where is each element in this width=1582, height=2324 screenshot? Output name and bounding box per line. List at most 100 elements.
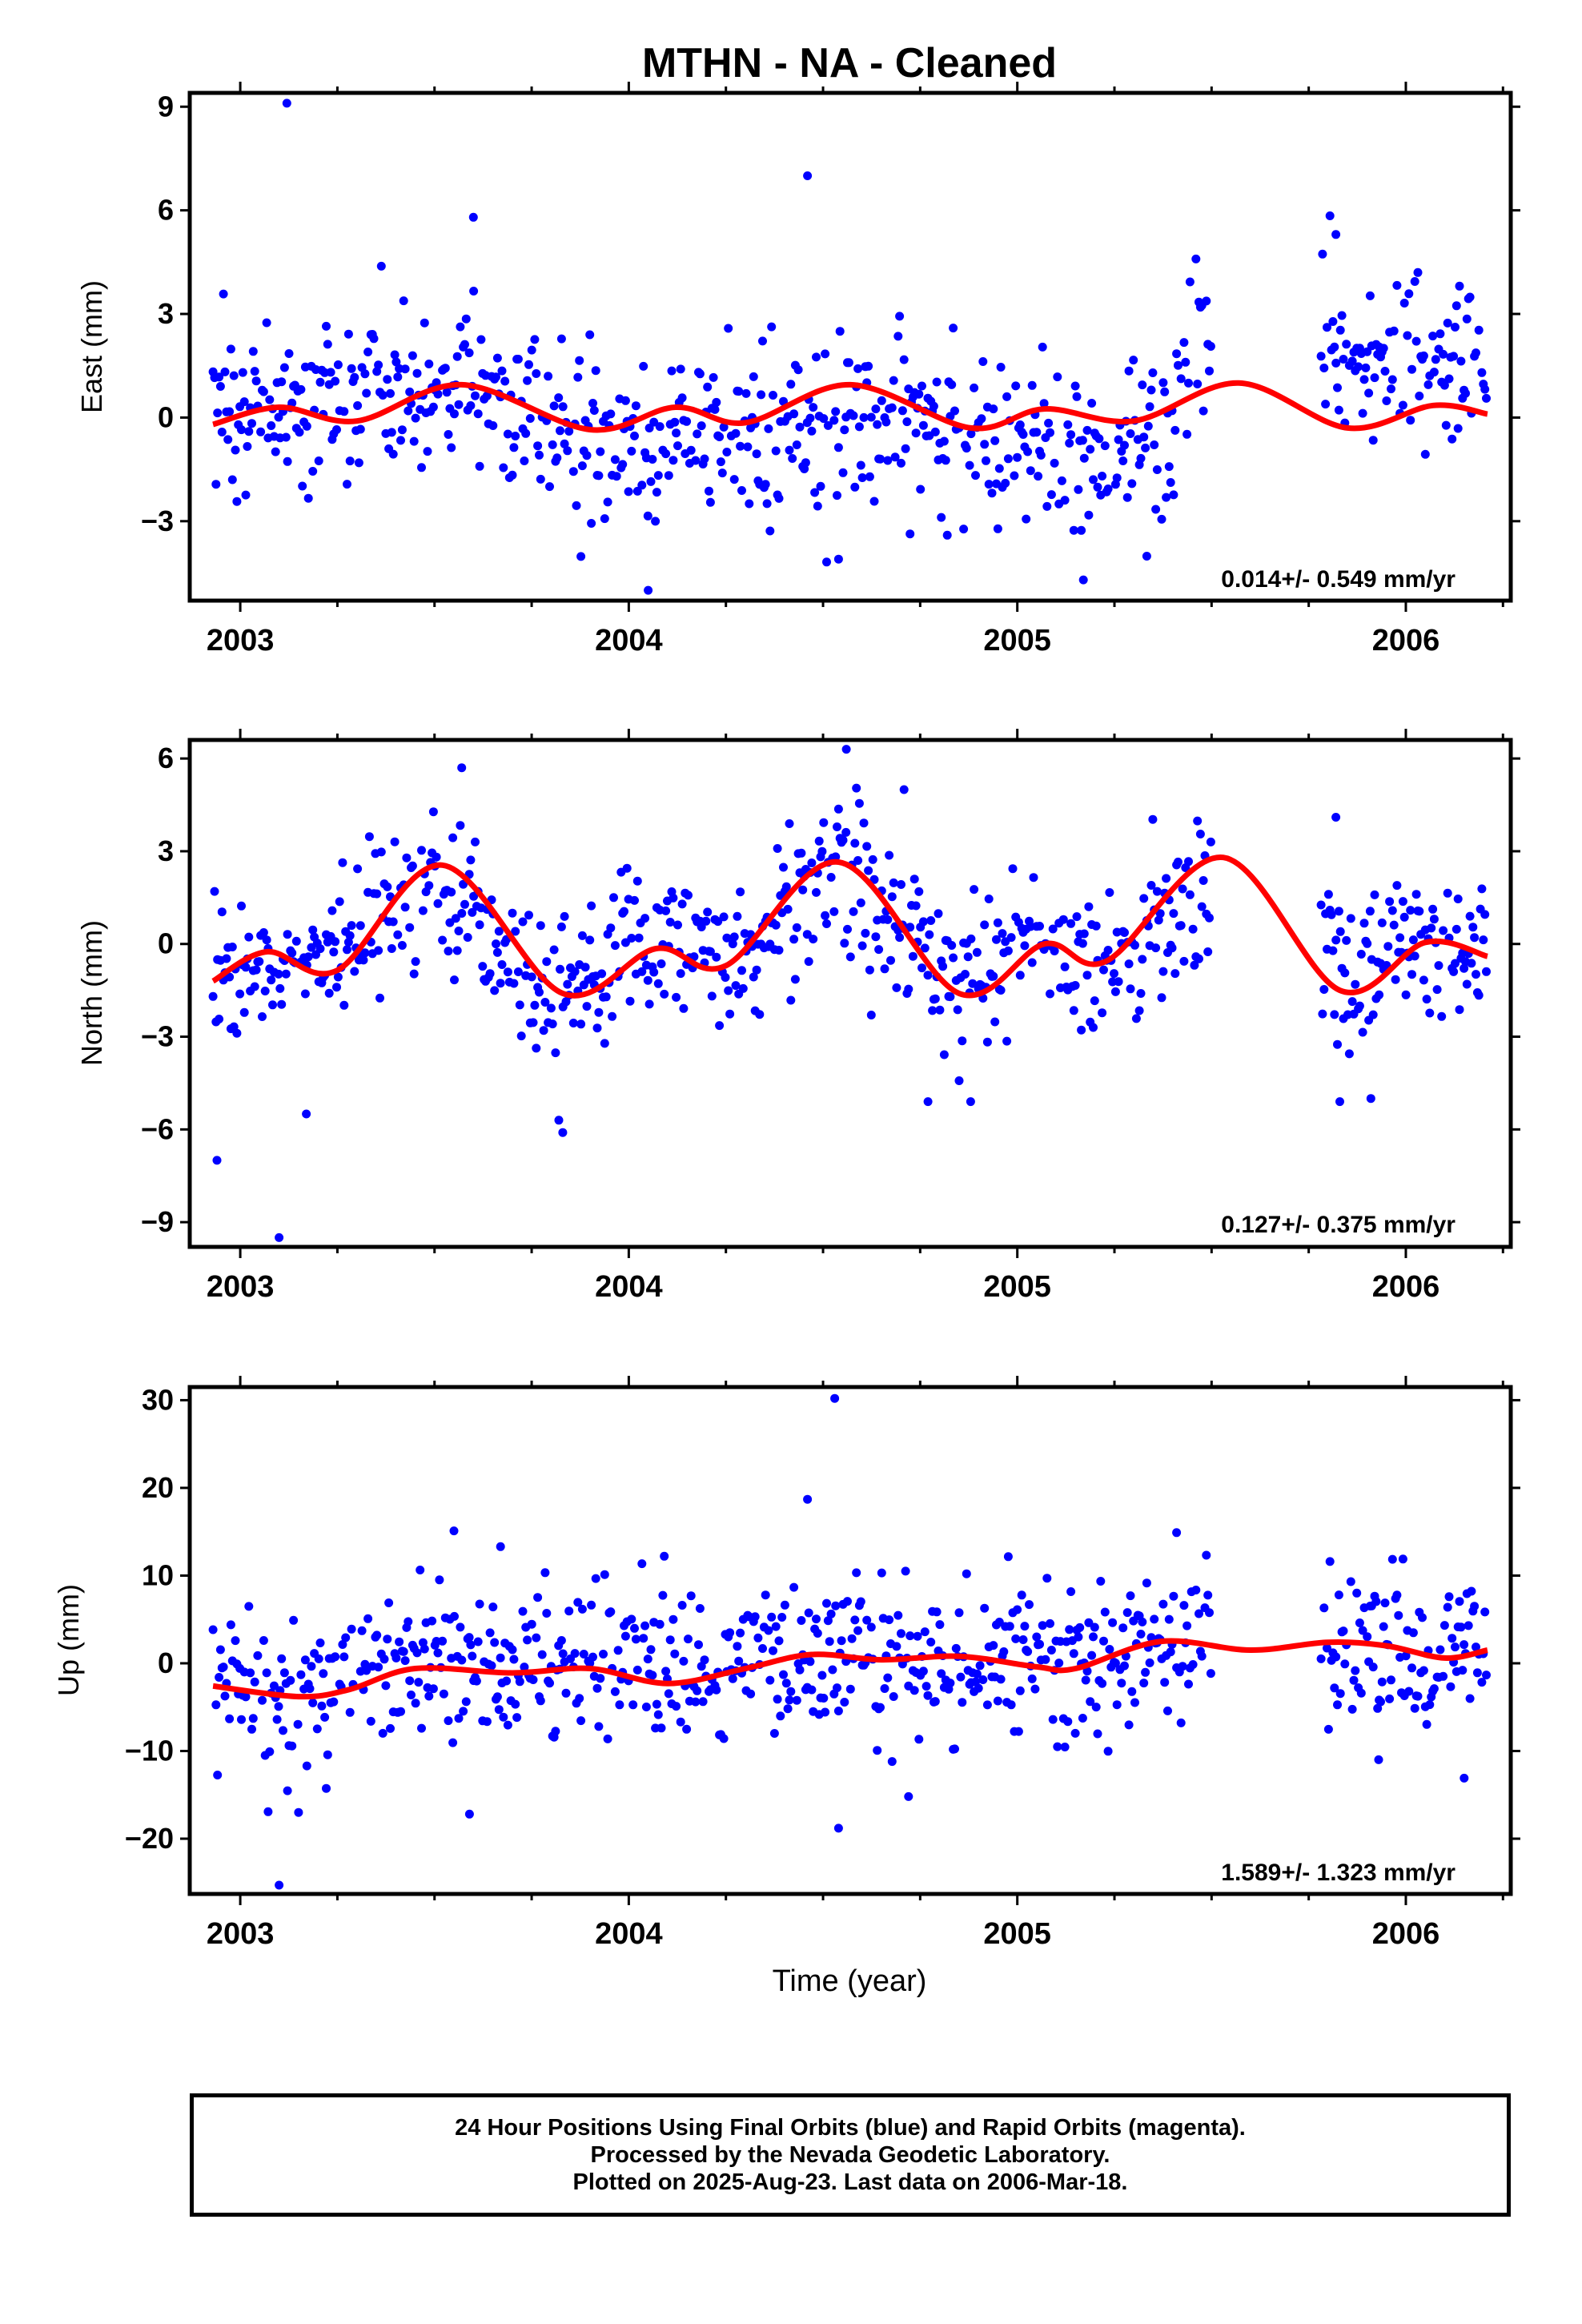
up-data-point (812, 1614, 821, 1624)
east-data-point (475, 461, 484, 471)
north-data-point (866, 1011, 876, 1019)
east-data-point (764, 424, 773, 433)
up-data-point (274, 1702, 283, 1711)
east-data-point (873, 420, 882, 429)
north-data-point (908, 951, 917, 961)
up-data-point (499, 1712, 508, 1722)
up-ytick-label: 20 (142, 1471, 174, 1504)
east-data-point (1389, 326, 1399, 336)
up-data-point (305, 1684, 315, 1694)
east-data-point (1094, 434, 1104, 444)
north-data-point (1356, 950, 1366, 959)
east-data-point (1439, 349, 1448, 359)
east-data-point (705, 486, 713, 496)
north-data-point (324, 988, 334, 998)
east-data-point (499, 463, 508, 472)
north-data-point (548, 1019, 557, 1029)
north-data-point (1443, 888, 1452, 898)
north-data-point (1340, 968, 1350, 978)
up-data-point (300, 1655, 310, 1665)
east-data-point (849, 411, 858, 420)
north-data-point (539, 1026, 548, 1035)
north-data-point (883, 915, 893, 924)
up-xtick-label: 2004 (595, 1917, 663, 1951)
north-data-point (587, 901, 596, 911)
north-data-point (546, 1003, 556, 1013)
up-data-point (449, 1526, 459, 1536)
north-data-point (996, 986, 1006, 995)
east-data-point (1206, 342, 1215, 351)
up-data-point (1118, 1623, 1128, 1633)
east-data-point (1146, 385, 1156, 395)
north-data-point (454, 927, 464, 935)
east-data-point (691, 456, 701, 465)
east-data-point (686, 445, 696, 455)
east-data-point (1347, 356, 1357, 366)
east-data-point (295, 428, 304, 437)
north-data-point (1452, 924, 1461, 934)
up-data-point (456, 1622, 465, 1632)
east-data-point (939, 436, 949, 446)
up-data-point (1142, 1578, 1151, 1588)
north-data-point (1479, 935, 1488, 945)
up-data-point (488, 1602, 498, 1612)
east-data-point (966, 429, 976, 439)
east-data-point (404, 406, 413, 416)
east-data-point (833, 443, 843, 452)
north-data-point (577, 931, 587, 940)
east-data-point (1142, 552, 1151, 561)
north-ytick-label: 0 (158, 927, 174, 960)
up-data-point (904, 1791, 913, 1801)
east-data-point (433, 389, 443, 399)
north-data-point (861, 928, 870, 938)
north-data-point (684, 891, 693, 900)
up-data-point (503, 1720, 512, 1730)
east-data-point (587, 519, 596, 528)
north-data-point (822, 919, 831, 928)
east-data-point (215, 382, 225, 391)
up-data-point (776, 1711, 785, 1721)
east-data-point (1122, 493, 1132, 502)
up-data-point (946, 1679, 955, 1688)
north-data-point (542, 957, 552, 967)
up-data-point (272, 1715, 282, 1724)
north-data-point (1169, 909, 1178, 919)
north-data-point (1407, 970, 1416, 979)
north-data-point (1162, 874, 1171, 883)
east-data-point (1449, 352, 1459, 361)
north-data-point (1477, 884, 1487, 894)
north-data-point (400, 903, 410, 912)
up-xtick-label: 2003 (207, 1917, 275, 1951)
north-data-point (729, 932, 739, 942)
up-data-point (767, 1612, 777, 1622)
north-data-point (914, 887, 924, 896)
north-data-point (1078, 939, 1087, 948)
up-data-point (825, 1637, 834, 1647)
up-data-point (1179, 1601, 1189, 1610)
east-data-point (247, 419, 256, 428)
east-data-point (1431, 355, 1440, 364)
east-data-point (241, 490, 251, 500)
north-data-point (1154, 915, 1163, 925)
east-data-point (1158, 378, 1168, 388)
east-data-point (296, 384, 306, 394)
up-data-point (1015, 1686, 1025, 1695)
up-data-point (357, 1626, 367, 1635)
up-data-point (954, 1608, 964, 1618)
north-data-point (731, 981, 741, 991)
east-data-point (835, 327, 845, 336)
east-data-point (262, 318, 271, 328)
north-data-point (1408, 935, 1418, 945)
up-data-point (822, 1598, 831, 1608)
up-data-point (1063, 1717, 1073, 1727)
up-xtick-label: 2005 (983, 1917, 1051, 1951)
north-data-point (1346, 914, 1355, 923)
east-data-point (530, 335, 540, 344)
north-data-point (327, 906, 337, 915)
north-data-point (466, 855, 476, 865)
up-data-point (746, 1689, 756, 1699)
up-data-point (975, 1661, 985, 1671)
east-data-point (248, 347, 258, 356)
north-data-point (880, 964, 889, 974)
up-data-point (694, 1640, 703, 1650)
